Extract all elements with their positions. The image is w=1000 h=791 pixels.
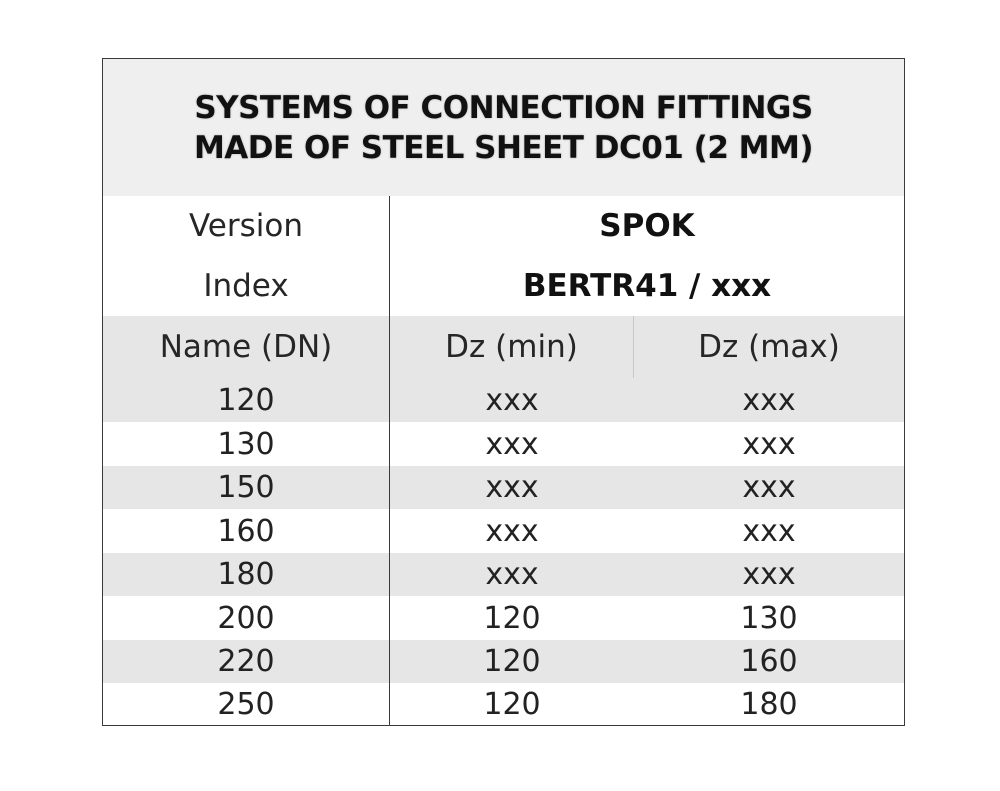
table-row: 130 xxx xxx bbox=[103, 422, 904, 466]
version-row: Version SPOK bbox=[103, 196, 904, 257]
cell-dz-min: 120 bbox=[483, 644, 541, 679]
cell-dz-min: xxx bbox=[485, 382, 539, 418]
cell-dz-max: xxx bbox=[742, 557, 796, 592]
table-row: 250 120 180 bbox=[103, 683, 904, 725]
cell-name: 180 bbox=[103, 553, 390, 596]
table-row: 220 120 160 bbox=[103, 640, 904, 683]
cell-name: 120 bbox=[103, 378, 390, 422]
cell-dz-min: 120 bbox=[483, 600, 541, 636]
version-value: SPOK bbox=[599, 208, 695, 244]
cell-name: 160 bbox=[103, 509, 390, 553]
cell-dz-min: xxx bbox=[485, 513, 539, 549]
column-header-name: Name (DN) bbox=[103, 316, 390, 378]
cell-name: 220 bbox=[103, 640, 390, 683]
table-row: 200 120 130 bbox=[103, 596, 904, 640]
cell-dz-max: 160 bbox=[740, 644, 798, 679]
cell-dz-max: xxx bbox=[742, 513, 796, 549]
cell-name: 250 bbox=[103, 683, 390, 725]
column-header-dz-max: Dz (max) bbox=[698, 329, 840, 365]
cell-name: 200 bbox=[103, 596, 390, 640]
cell-dz-max: xxx bbox=[742, 426, 796, 462]
cell-dz-max: 130 bbox=[740, 600, 798, 636]
cell-dz-min: xxx bbox=[485, 426, 539, 462]
cell-dz-min: 120 bbox=[483, 686, 541, 722]
version-label: Version bbox=[103, 196, 390, 256]
table-row: 160 xxx xxx bbox=[103, 509, 904, 553]
cell-dz-max: 180 bbox=[740, 686, 798, 722]
table-row: 150 xxx xxx bbox=[103, 466, 904, 509]
title-line-1: SYSTEMS OF CONNECTION FITTINGS bbox=[194, 89, 813, 126]
index-label: Index bbox=[103, 256, 390, 316]
column-header-dz-min: Dz (min) bbox=[390, 316, 634, 378]
column-header-row: Name (DN) Dz (min) Dz (max) bbox=[103, 316, 904, 378]
cell-dz-min: xxx bbox=[485, 470, 539, 505]
index-row: Index BERTR41 / xxx bbox=[103, 256, 904, 316]
table-row: 180 xxx xxx bbox=[103, 553, 904, 596]
cell-dz-max: xxx bbox=[742, 470, 796, 505]
table-title: SYSTEMS OF CONNECTION FITTINGS MADE OF S… bbox=[103, 59, 904, 197]
cell-dz-min: xxx bbox=[485, 557, 539, 592]
cell-dz-max: xxx bbox=[742, 382, 796, 418]
fittings-table: SYSTEMS OF CONNECTION FITTINGS MADE OF S… bbox=[102, 58, 905, 726]
cell-name: 150 bbox=[103, 466, 390, 509]
table-row: 120 xxx xxx bbox=[103, 378, 904, 422]
index-value: BERTR41 / xxx bbox=[522, 268, 772, 304]
cell-name: 130 bbox=[103, 422, 390, 466]
title-line-2: MADE OF STEEL SHEET DC01 (2 MM) bbox=[193, 129, 814, 166]
